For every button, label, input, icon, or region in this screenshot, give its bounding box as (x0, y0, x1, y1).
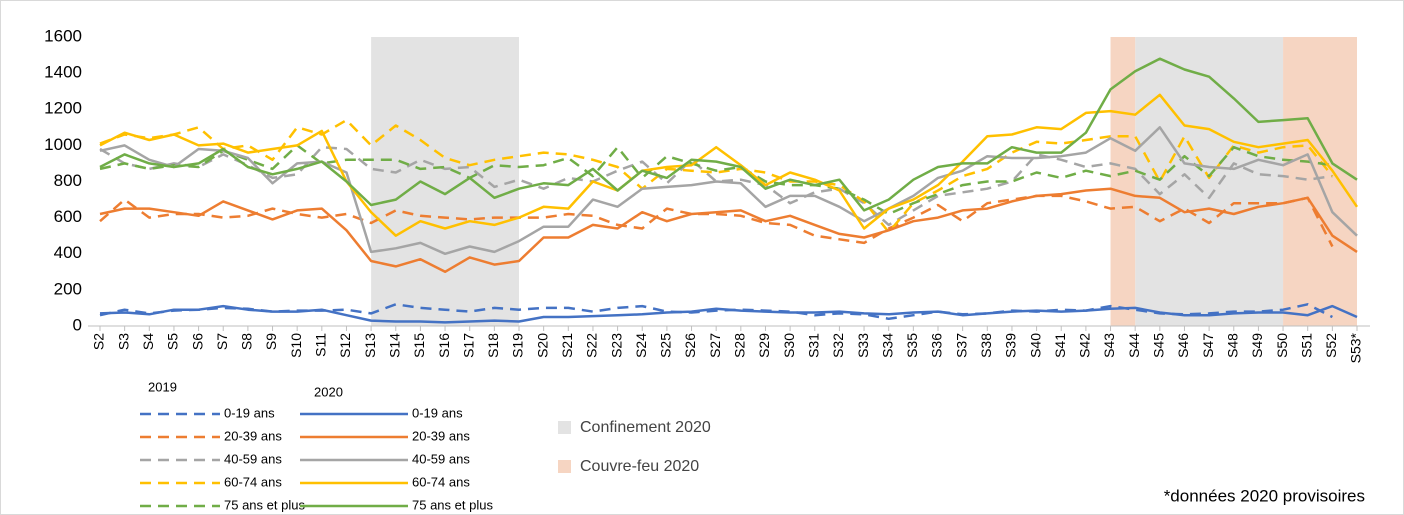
x-tick-label: S11 (313, 333, 329, 357)
x-tick-label: S21 (559, 333, 575, 358)
x-tick-label: S10 (288, 333, 304, 358)
legend-label: 20-39 ans (412, 428, 470, 443)
x-tick-label: S37 (953, 333, 969, 358)
legend-label: 60-74 ans (412, 474, 470, 489)
y-tick-label: 0 (73, 315, 82, 334)
x-tick-label: S5 (165, 333, 181, 350)
x-tick-label: S17 (460, 333, 476, 358)
y-tick-label: 1400 (44, 63, 82, 82)
y-tick-label: 600 (54, 207, 82, 226)
x-tick-label: S28 (732, 333, 748, 358)
data-line (99, 187, 1358, 274)
x-tick-label: S32 (830, 333, 846, 358)
x-tick-label: S41 (1052, 333, 1068, 358)
x-tick-label: S18 (485, 333, 501, 358)
legend-label: 40-59 ans (224, 451, 282, 466)
x-tick-label: S23 (608, 333, 624, 358)
x-tick-label: S40 (1027, 333, 1043, 358)
x-tick-label: S42 (1077, 333, 1093, 358)
legend-label: 60-74 ans (224, 474, 282, 489)
x-tick-label: S3 (115, 333, 131, 350)
x-tick-label: S29 (756, 333, 772, 358)
legend-label: 20-39 ans (224, 428, 282, 443)
x-tick-label: S6 (189, 333, 205, 350)
data-line (99, 144, 1333, 216)
x-tick-label: S43 (1101, 333, 1117, 358)
region-legend-swatch (558, 421, 571, 434)
x-tick-label: S20 (534, 333, 550, 358)
x-tick-label: S46 (1175, 333, 1191, 358)
x-tick-label: S2 (91, 333, 107, 350)
x-tick-label: S15 (411, 333, 427, 358)
x-tick-label: S27 (707, 333, 723, 358)
x-tick-label: S33 (855, 333, 871, 358)
x-tick-label: S31 (805, 333, 821, 358)
x-tick-label: S47 (1200, 333, 1216, 358)
data-line (99, 304, 1358, 324)
data-line (99, 118, 1334, 234)
x-tick-label: S52 (1323, 333, 1339, 358)
x-tick-label: S53* (1348, 332, 1364, 363)
shaded-region (1135, 37, 1284, 326)
y-tick-label: 200 (54, 279, 82, 298)
x-tick-label: S45 (1151, 333, 1167, 358)
region-legend-label: Confinement 2020 (580, 419, 711, 436)
x-tick-label: S19 (510, 333, 526, 358)
x-tick-label: S26 (682, 333, 698, 358)
x-tick-label: S14 (386, 333, 402, 358)
y-tick-label: 800 (54, 171, 82, 190)
x-tick-label: S34 (879, 333, 895, 358)
x-tick-label: S49 (1249, 333, 1265, 358)
data-line (99, 126, 1358, 256)
legend-group-title: 2019 (148, 379, 177, 394)
x-tick-label: S35 (904, 333, 920, 358)
legend-label: 75 ans et plus (412, 497, 493, 512)
y-tick-label: 400 (54, 243, 82, 262)
x-tick-label: S36 (929, 333, 945, 358)
x-tick-label: S39 (1003, 333, 1019, 358)
x-tick-label: S50 (1274, 333, 1290, 358)
y-tick-label: 1000 (44, 135, 82, 154)
shaded-region (371, 37, 519, 326)
x-tick-label: S22 (584, 333, 600, 358)
footnote: *données 2020 provisoires (1164, 486, 1365, 505)
x-tick-label: S4 (140, 333, 156, 350)
data-line (99, 194, 1334, 248)
legend-label: 75 ans et plus (224, 497, 305, 512)
x-tick-label: S25 (658, 333, 674, 358)
x-tick-label: S12 (337, 333, 353, 358)
region-legend-swatch (558, 460, 571, 473)
data-line (99, 93, 1359, 237)
legend-label: 0-19 ans (412, 405, 463, 420)
data-line (99, 57, 1358, 212)
x-tick-label: S30 (781, 333, 797, 358)
legend-label: 0-19 ans (224, 405, 275, 420)
x-tick-label: S38 (978, 333, 994, 358)
region-legend-label: Couvre-feu 2020 (580, 458, 699, 475)
x-tick-label: S51 (1298, 333, 1314, 358)
legend-group-title: 2020 (314, 384, 343, 399)
x-tick-label: S7 (214, 333, 230, 350)
y-tick-label: 1600 (44, 26, 82, 45)
x-tick-label: S13 (362, 333, 378, 358)
x-tick-label: S48 (1224, 333, 1240, 358)
x-tick-label: S8 (239, 333, 255, 350)
x-tick-label: S9 (263, 333, 279, 350)
x-tick-label: S16 (436, 333, 452, 358)
legend-label: 40-59 ans (412, 451, 470, 466)
y-tick-label: 1200 (44, 99, 82, 118)
x-tick-label: S44 (1126, 333, 1142, 358)
x-tick-label: S24 (633, 333, 649, 358)
